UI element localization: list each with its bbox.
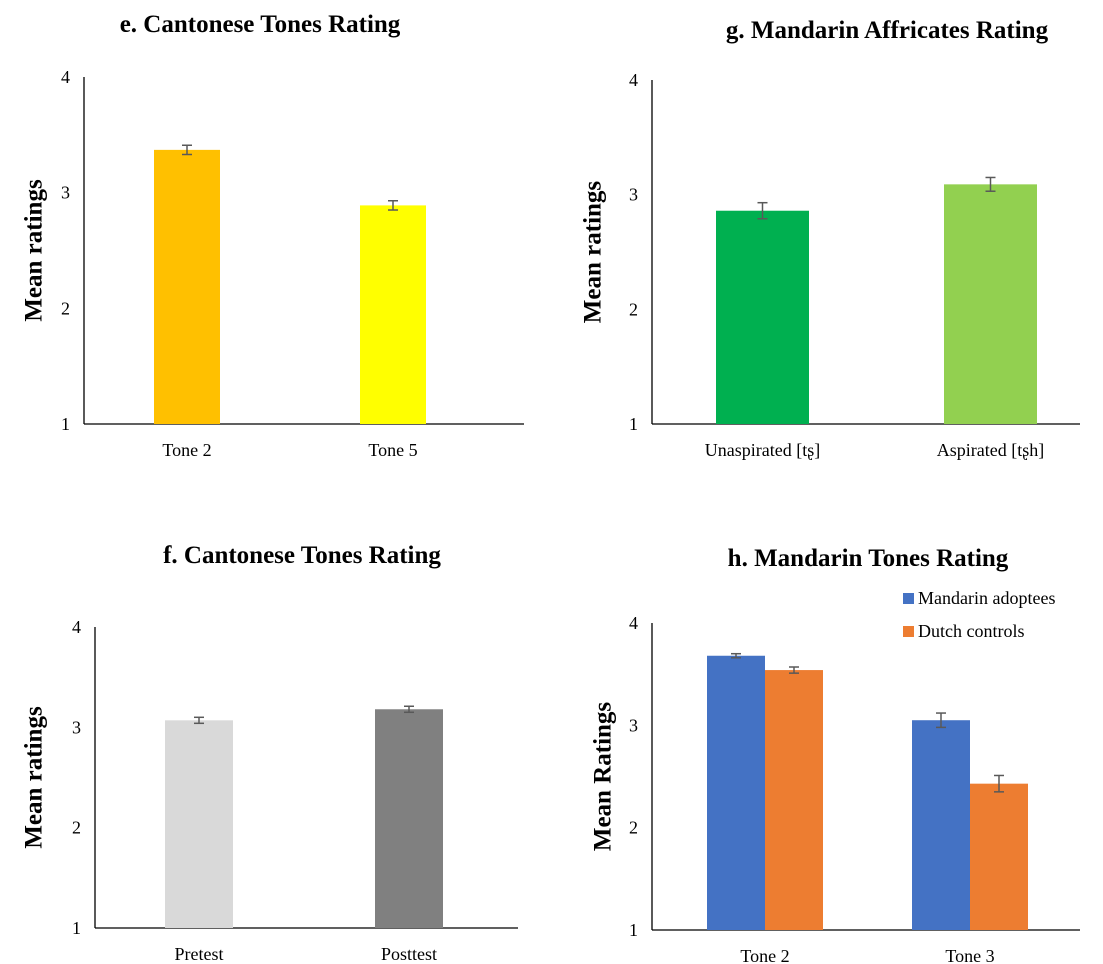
y-tick-label: 2 xyxy=(629,818,638,838)
x-tick-label: Posttest xyxy=(381,944,437,964)
y-tick-label: 1 xyxy=(629,920,638,940)
bar-tone-5 xyxy=(360,205,426,424)
x-tick-label: Pretest xyxy=(175,944,224,964)
y-tick-label: 2 xyxy=(72,818,81,838)
y-tick-label: 1 xyxy=(72,918,81,938)
y-tick-label: 3 xyxy=(629,715,638,735)
y-tick-label: 3 xyxy=(72,717,81,737)
legend-swatch xyxy=(903,626,914,637)
bar-dutch-controls-0 xyxy=(765,670,823,930)
y-tick-label: 4 xyxy=(72,617,81,637)
bar-posttest xyxy=(375,709,443,928)
chart-panel-h: h. Mandarin Tones Rating Mean Ratings 1 2 3 4… xyxy=(590,545,1080,964)
x-tick-label: Tone 5 xyxy=(368,440,417,460)
chart-panel-e: e. Cantonese Tones Rating Mean ratings 1 2 3… xyxy=(21,11,524,460)
bar-mandarin-adoptees-0 xyxy=(707,655,765,930)
chart-title: g. Mandarin Affricates Rating xyxy=(726,17,1049,44)
x-tick-label: Tone 3 xyxy=(945,946,994,964)
y-tick-label: 4 xyxy=(61,67,70,87)
bar-tone-2 xyxy=(154,149,220,424)
bar-dutch-controls-1 xyxy=(970,783,1028,930)
y-axis-label: Mean Ratings xyxy=(590,702,617,852)
y-tick-label: 1 xyxy=(61,414,70,434)
chart-title: h. Mandarin Tones Rating xyxy=(728,545,1009,572)
y-tick-label: 3 xyxy=(61,183,70,203)
y-axis-label: Mean ratings xyxy=(21,706,48,849)
y-tick-label: 1 xyxy=(629,414,638,434)
y-tick-label: 2 xyxy=(629,299,638,319)
chart-panel-g: g. Mandarin Affricates Rating Mean rating… xyxy=(580,17,1080,460)
legend-swatch xyxy=(903,593,914,604)
y-tick-label: 3 xyxy=(629,185,638,205)
chart-panel-f: f. Cantonese Tones Rating Mean ratings 1 2 3… xyxy=(21,542,518,964)
y-tick-label: 2 xyxy=(61,298,70,318)
y-tick-label: 4 xyxy=(629,613,638,633)
bar-aspirated-t-h- xyxy=(944,184,1037,424)
bar-mandarin-adoptees-1 xyxy=(912,720,970,930)
y-axis-label: Mean ratings xyxy=(21,179,48,322)
bar-pretest xyxy=(165,720,233,928)
x-tick-label: Tone 2 xyxy=(740,946,789,964)
x-tick-label: Unaspirated [tʂ] xyxy=(705,440,820,460)
y-axis-label: Mean ratings xyxy=(580,181,607,324)
y-tick-label: 4 xyxy=(629,70,638,90)
bar-unaspirated-t- xyxy=(716,210,809,424)
legend-label: Mandarin adoptees xyxy=(918,588,1055,608)
x-tick-label: Tone 2 xyxy=(162,440,211,460)
legend-label: Dutch controls xyxy=(918,621,1024,641)
x-tick-label: Aspirated [tʂh] xyxy=(937,440,1044,460)
chart-title: e. Cantonese Tones Rating xyxy=(120,11,401,38)
chart-title: f. Cantonese Tones Rating xyxy=(163,542,441,569)
